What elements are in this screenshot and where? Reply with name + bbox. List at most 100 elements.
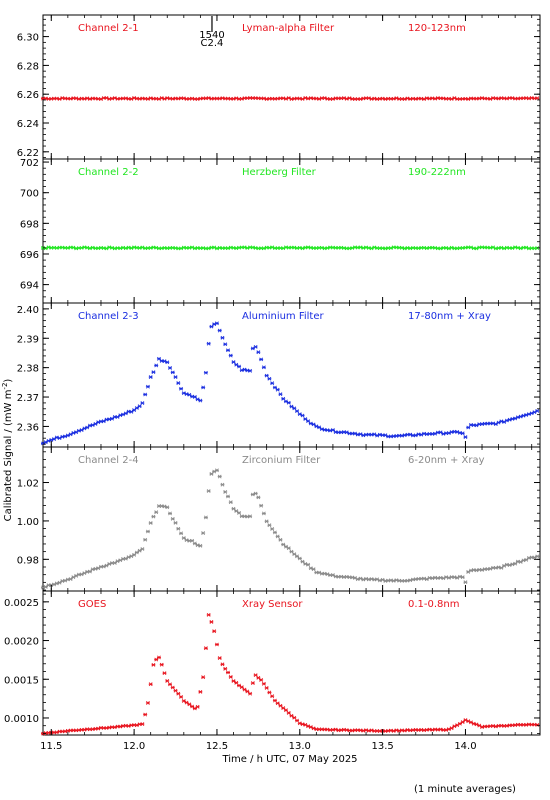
data-point [311,422,316,427]
data-point [344,728,349,732]
data-point [154,510,159,515]
filter-label: Herzberg Filter [242,167,317,178]
y-tick-label: 0.98 [17,555,39,566]
x-axis: 11.5 12.0 12.5 13.0 13.5 14.0 [40,741,476,752]
data-point [217,656,222,660]
data-point [259,357,264,362]
data-point [239,96,244,101]
data-point [184,700,189,705]
x-tick-label: 13.5 [371,741,393,752]
data-point [261,511,266,516]
data-point [281,96,286,101]
data-point [303,417,308,421]
data-point [460,431,465,436]
data-point [366,728,371,733]
data-point [85,425,90,430]
data-point [526,96,531,101]
data-point [148,682,153,687]
x-axis-label: Time / h UTC, 07 May 2025 [221,754,357,765]
data-series [41,96,540,102]
data-point [234,509,239,513]
data-point [267,523,272,528]
panels: 6.22 6.24 6.26 6.28 6.30 Channel 2-1 Lyman-alp… [4,14,541,736]
data-point [361,728,366,733]
y-tick-label: 6.28 [17,61,39,72]
data-point [466,425,471,430]
data-point [76,97,81,101]
data-point [535,96,540,101]
data-point [148,375,153,380]
data-point [217,328,222,333]
data-point [261,681,266,686]
data-point [168,682,173,687]
data-point [281,396,286,401]
data-point [256,350,261,355]
data-point [463,580,468,585]
data-point [104,726,109,730]
data-point [328,428,333,433]
data-point [234,246,239,251]
data-point [225,246,230,251]
data-point [372,96,377,101]
data-point [535,409,540,413]
data-point [82,96,87,101]
data-point [394,728,399,733]
y-tick-label: 0.0025 [4,598,39,609]
data-point [223,490,228,494]
data-point [140,722,145,727]
data-point [391,96,396,101]
data-point [195,704,200,709]
data-point [179,694,184,699]
data-point [380,96,385,101]
data-point [148,96,153,101]
data-point [140,547,145,551]
data-point [121,245,126,250]
data-point [438,727,443,732]
data-point [452,575,457,580]
data-point [190,704,195,709]
panel-1: 6.22 6.24 6.26 6.28 6.30 Channel 2-1 Lyman-alp… [17,14,541,160]
data-point [206,341,211,346]
data-point [107,417,112,422]
data-point [256,495,261,500]
data-point [264,373,269,378]
data-point [234,362,239,367]
panel-frame [42,302,541,448]
data-point [165,96,170,100]
data-point [46,245,51,250]
data-point [430,96,435,101]
data-point [179,386,184,391]
data-point [159,662,164,667]
y-tick-label: 700 [20,189,39,200]
data-point [176,381,181,385]
data-point [399,433,404,438]
data-point [170,685,175,690]
band-label: 17-80nm + Xray [408,311,491,322]
data-point [209,620,214,624]
panel-frame [42,446,541,592]
data-point [179,531,184,536]
data-point [433,575,438,580]
data-point [198,543,203,548]
data-point [203,646,208,651]
data-point [145,384,150,389]
data-point [364,576,369,581]
channel-label: GOES [78,599,106,610]
data-point [165,679,170,683]
filter-label: Zirconium Filter [242,455,321,466]
data-point [325,428,330,433]
data-point [295,409,300,414]
band-label: 120-123nm [408,23,466,34]
data-point [261,365,266,370]
data-series [41,245,540,251]
data-point [203,515,208,520]
data-point [267,245,272,250]
data-point [217,474,222,479]
data-point [168,511,173,516]
data-point [181,536,186,540]
data-point [292,406,297,411]
band-label: 0.1-0.8nm [408,599,460,610]
data-point [220,335,225,340]
y-tick-label: 694 [20,281,39,292]
data-point [151,514,156,519]
